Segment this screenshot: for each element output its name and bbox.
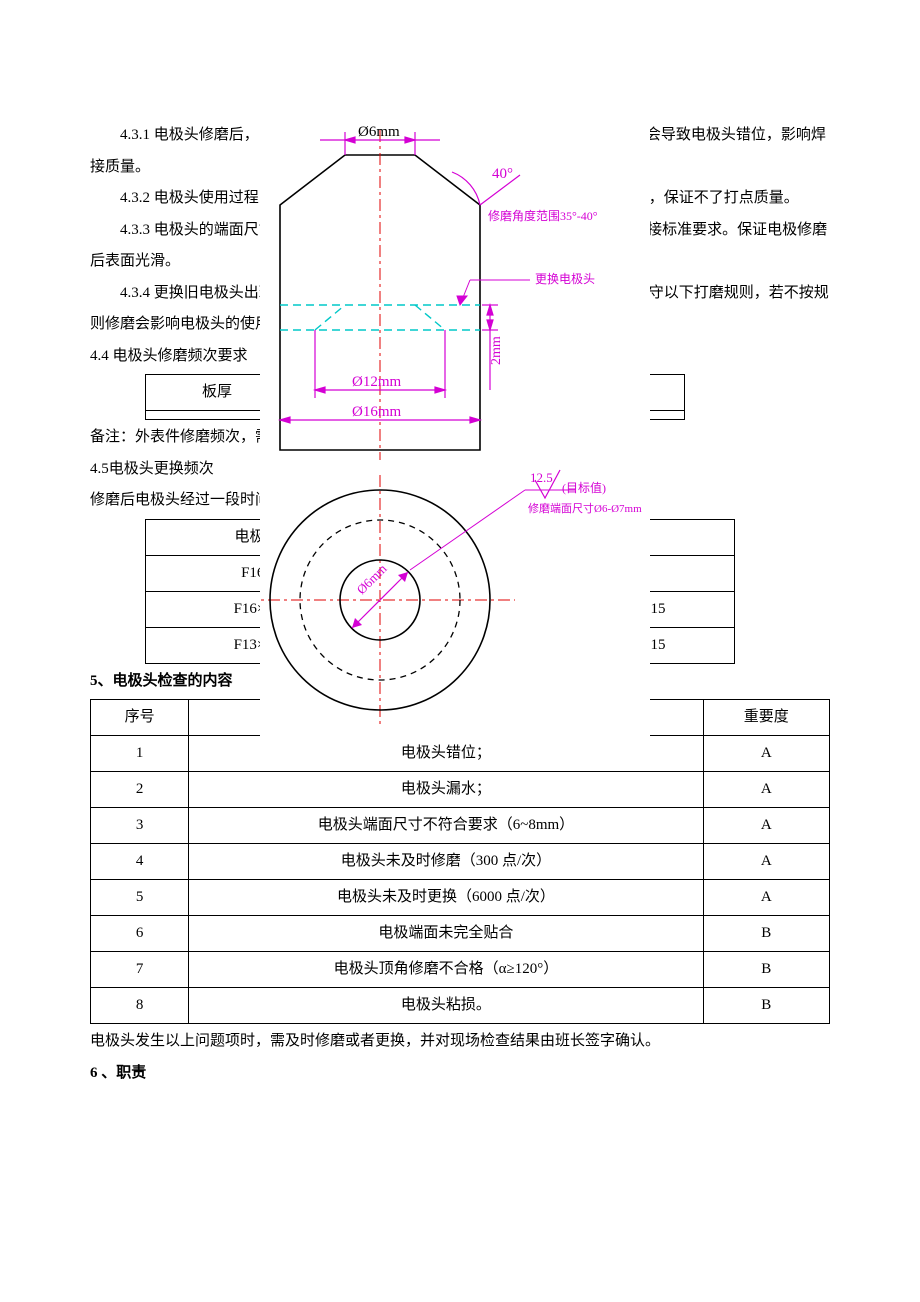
t45-h0: 电极头 — [146, 519, 369, 555]
t45-r2c1: 20 — [369, 627, 582, 663]
t45-r0c1 — [369, 555, 582, 591]
t45-r1c2: 15 — [582, 591, 735, 627]
table-44: 板厚 — [145, 374, 685, 420]
para-434: 4.3.4 更换旧电极头出现表面打点处变黑、增大或者有凹坑产生，更换修理时要遵守… — [90, 278, 830, 341]
t5-r0c0: 1 — [91, 736, 189, 772]
sec5-note: 电极头发生以上问题项时，需及时修磨或者更换，并对现场检查结果由班长签字确认。 — [90, 1026, 830, 1058]
t5-r1c0: 2 — [91, 772, 189, 808]
t5-r6c1: 电极头顶角修磨不合格（α≥120°） — [189, 952, 703, 988]
t5-r5c0: 6 — [91, 916, 189, 952]
t45-r0c2 — [582, 555, 735, 591]
t5-r5c2: B — [703, 916, 829, 952]
t5-r4c0: 5 — [91, 880, 189, 916]
table-5: 序号 检查内容 重要度 1电极头错位；A 2电极头漏水；A 3电极头端面尺寸不符… — [90, 699, 830, 1024]
t44-r0c0 — [146, 411, 289, 420]
table-45: 电极头 F16× F16×20 20 15 F13×20 20 15 — [145, 519, 735, 664]
t5-r1c1: 电极头漏水； — [189, 772, 703, 808]
t5-r5c1: 电极端面未完全贴合 — [189, 916, 703, 952]
t5-r1c2: A — [703, 772, 829, 808]
t5-r4c1: 电极头未及时更换（6000 点/次） — [189, 880, 703, 916]
t5-r0c2: A — [703, 736, 829, 772]
t44-h0: 板厚 — [146, 375, 289, 411]
para-431: 4.3.1 电极头修磨后，电极头轴线与电极臂轴线的同心偏差不能大于0.5mm，否… — [90, 120, 830, 183]
t45-r1c1: 20 — [369, 591, 582, 627]
t45-r2c0: F13×20 — [146, 627, 369, 663]
t44-h2 — [502, 375, 685, 411]
para-433: 4.3.3 电极头的端面尺寸必须要控制在一定范围内电极头直径为6-8mm才能达到… — [90, 215, 830, 278]
t5-r7c1: 电极头粘损。 — [189, 988, 703, 1024]
t5-r6c2: B — [703, 952, 829, 988]
t5-r2c0: 3 — [91, 808, 189, 844]
t5-r7c2: B — [703, 988, 829, 1024]
t45-r1c0: F16×20 — [146, 591, 369, 627]
para-45b: 修磨后电极头经过一段时间后，修磨量达到2mm时，必须更换电极头。 — [90, 485, 830, 517]
t5-r3c2: A — [703, 844, 829, 880]
t45-r2c2: 15 — [582, 627, 735, 663]
sec5-title: 5、电极头检查的内容 — [90, 666, 830, 698]
t5-r4c2: A — [703, 880, 829, 916]
t5-r2c1: 电极头端面尺寸不符合要求（6~8mm） — [189, 808, 703, 844]
t5-r3c1: 电极头未及时修磨（300 点/次） — [189, 844, 703, 880]
t45-h2 — [582, 519, 735, 555]
t44-h1 — [289, 375, 502, 411]
t44-r0c1 — [289, 411, 502, 420]
para-432: 4.3.2 电极头使用过程中，切忌使电极头端面过大造成焊接时飞溅过大，压痕过深，… — [90, 183, 830, 215]
t5-r2c2: A — [703, 808, 829, 844]
t5-r7c0: 8 — [91, 988, 189, 1024]
t5-h0: 序号 — [91, 700, 189, 736]
t5-r0c1: 电极头错位； — [189, 736, 703, 772]
t5-h2: 重要度 — [703, 700, 829, 736]
para-45: 4.5电极头更换频次 — [90, 454, 830, 486]
sec6-title: 6 、职责 — [90, 1058, 830, 1090]
t5-r3c0: 4 — [91, 844, 189, 880]
para-44: 4.4 电极头修磨频次要求 — [90, 341, 830, 373]
t45-r0c0: F16× — [146, 555, 369, 591]
t5-r6c0: 7 — [91, 952, 189, 988]
t5-h1: 检查内容 — [189, 700, 703, 736]
t45-h1 — [369, 519, 582, 555]
para-note: 备注：外表件修磨频次，需根据现场焊钳的打点数适当调整 — [90, 422, 830, 454]
t44-r0c2 — [502, 411, 685, 420]
